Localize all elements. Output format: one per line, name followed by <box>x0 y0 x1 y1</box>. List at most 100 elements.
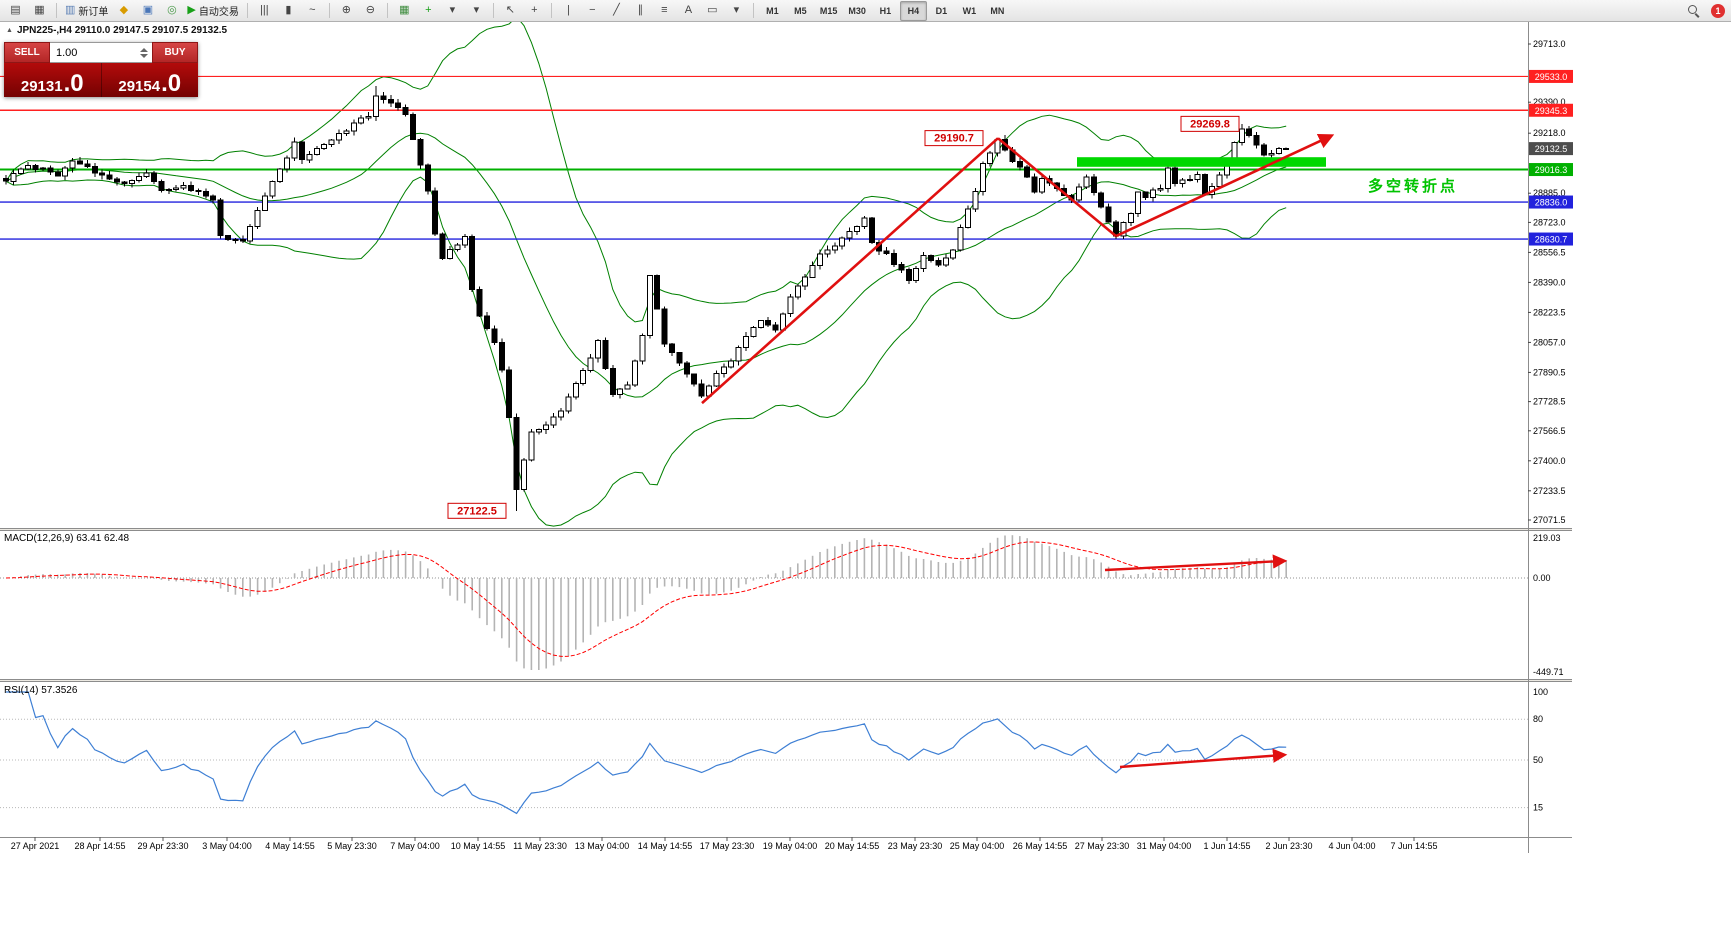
indicators-add-icon[interactable]: + <box>417 1 440 21</box>
timeframe-h4[interactable]: H4 <box>899 0 927 21</box>
price-callouts[interactable]: 29190.7 29269.8 27122.5 <box>447 115 1240 519</box>
arrows-tool-icon-glyph: ▾ <box>733 4 740 16</box>
svg-text:100: 100 <box>1533 687 1548 697</box>
support-zone-rect[interactable] <box>1077 157 1326 167</box>
timeframe-m5[interactable]: M5 <box>794 5 807 16</box>
notification-badge[interactable]: 1 <box>1711 3 1725 18</box>
cursor-icon-glyph: ↖ <box>505 4 515 16</box>
text-label-icon[interactable]: ▭ <box>701 1 724 21</box>
svg-text:25 May 04:00: 25 May 04:00 <box>950 841 1005 851</box>
trendlines[interactable] <box>701 133 1335 405</box>
svg-text:20 May 14:55: 20 May 14:55 <box>825 841 880 851</box>
mql5-market-icon[interactable]: ◆ <box>112 1 135 21</box>
arrows-tool-icon[interactable]: ▾ <box>725 1 748 21</box>
indicator-list-dropdown-icon[interactable]: ▾ <box>441 1 464 21</box>
trendline-icon[interactable]: ╱ <box>605 1 628 21</box>
profiles-icon[interactable]: ▤ <box>4 1 27 21</box>
indicator-list-dropdown-icon-glyph: ▾ <box>449 4 456 16</box>
rsi-indicator-label: RSI(14) 57.3526 <box>4 685 78 696</box>
sell-button[interactable]: SELL <box>4 42 50 63</box>
vertical-line-icon[interactable]: | <box>557 1 580 21</box>
equidistant-channel-icon[interactable]: ∥ <box>629 1 652 21</box>
bar-chart-type-icon[interactable]: ||| <box>253 1 276 21</box>
lot-decrease-icon[interactable] <box>140 53 148 58</box>
mql5-market-icon-glyph: ◆ <box>119 4 129 16</box>
toolbar: ▤ ▦ ▥ 新订单 ◆ ▣ ◎ ▶ 自动交易 ||| ▮ ~ ⊕ ⊖ ▦ + ▾ ▾ ↖ + | − ╱ ∥ ≡ A ▭ ▾ M1 M5 M… <box>0 0 1731 22</box>
crosshair-icon-glyph: + <box>531 4 538 16</box>
period-dropdown-icon[interactable]: ▾ <box>465 1 488 21</box>
timeframe-m30[interactable]: M30 <box>848 5 866 16</box>
svg-text:1 Jun 14:55: 1 Jun 14:55 <box>1203 841 1250 851</box>
chart-title-bar: ▲ JPN225-,H4 29110.0 29147.5 29107.5 291… <box>6 25 227 36</box>
zoom-out-icon-glyph: ⊖ <box>365 4 375 16</box>
fibonacci-icon[interactable]: ≡ <box>653 1 676 21</box>
candles <box>3 86 1290 511</box>
search-icon[interactable] <box>1682 1 1705 21</box>
toolbar-separator <box>328 3 330 18</box>
svg-text:29269.8: 29269.8 <box>1190 118 1230 130</box>
svg-text:27400.0: 27400.0 <box>1533 456 1566 466</box>
timeframe-d1[interactable]: D1 <box>935 5 948 16</box>
turning-point-annotation[interactable]: 多空转折点 <box>1368 178 1459 195</box>
toolbar-separator <box>246 3 248 18</box>
crosshair-icon[interactable]: + <box>523 1 546 21</box>
zoom-out-icon[interactable]: ⊖ <box>359 1 382 21</box>
toolbar-separator <box>56 3 57 18</box>
line-chart-type-icon-glyph: ~ <box>309 4 316 16</box>
svg-text:28723.0: 28723.0 <box>1533 217 1566 227</box>
tile-windows-icon-glyph: ▦ <box>399 4 410 16</box>
svg-text:27071.5: 27071.5 <box>1533 515 1566 525</box>
candlestick-chart-type-icon[interactable]: ▮ <box>277 1 300 21</box>
svg-text:13 May 04:00: 13 May 04:00 <box>575 841 630 851</box>
lot-stepper[interactable] <box>140 47 150 58</box>
svg-text:5 May 23:30: 5 May 23:30 <box>327 841 377 851</box>
toolbar-left: ▤ ▦ ▥ 新订单 ◆ ▣ ◎ ▶ 自动交易 ||| ▮ ~ ⊕ ⊖ ▦ + ▾ ▾ ↖ + | − ╱ ∥ ≡ A ▭ ▾ M1 M5 M… <box>4 0 1682 21</box>
time-axis: 27 Apr 2021 28 Apr 14:55 29 Apr 23:30 3 May… <box>11 837 1438 851</box>
svg-text:27728.5: 27728.5 <box>1533 397 1566 407</box>
macd-panel <box>0 535 1528 670</box>
horizontal-level-lines[interactable] <box>0 75 1528 240</box>
text-tool-icon[interactable]: A <box>677 1 700 21</box>
chart-window-icon[interactable]: ▦ <box>28 1 51 21</box>
svg-text:28836.0: 28836.0 <box>1535 198 1568 208</box>
autotrading-button[interactable]: ▶ 自动交易 <box>184 1 241 21</box>
svg-text:80: 80 <box>1533 714 1543 724</box>
svg-text:27 May 23:30: 27 May 23:30 <box>1075 841 1130 851</box>
svg-text:29016.3: 29016.3 <box>1535 165 1568 175</box>
timeframe-m15[interactable]: M15 <box>819 5 838 16</box>
buy-button[interactable]: BUY <box>152 42 198 63</box>
rsi-panel <box>0 691 1528 815</box>
lot-increase-icon[interactable] <box>140 47 148 52</box>
new-order-button[interactable]: ▥ 新订单 <box>62 1 111 21</box>
vertical-line-icon-glyph: | <box>566 4 570 16</box>
lot-size-field[interactable]: 1.00 <box>50 42 152 63</box>
tile-windows-icon[interactable]: ▦ <box>393 1 416 21</box>
svg-text:29533.0: 29533.0 <box>1535 72 1568 82</box>
timeframe-mn[interactable]: MN <box>990 5 1005 16</box>
timeframe-m1[interactable]: M1 <box>766 5 779 16</box>
svg-text:27 Apr 2021: 27 Apr 2021 <box>11 841 60 851</box>
buy-price[interactable]: 29154.0 <box>100 63 199 97</box>
data-window-icon[interactable]: ▣ <box>136 1 159 21</box>
timeframe-h1[interactable]: H1 <box>879 5 892 16</box>
lot-size-value[interactable]: 1.00 <box>56 46 78 59</box>
svg-text:27233.5: 27233.5 <box>1533 486 1566 496</box>
toolbar-right: 1 <box>1682 1 1727 21</box>
zoom-in-icon[interactable]: ⊕ <box>335 1 358 21</box>
autotrading-button-label: 自动交易 <box>198 7 239 18</box>
cursor-icon[interactable]: ↖ <box>499 1 522 21</box>
horizontal-line-icon[interactable]: − <box>581 1 604 21</box>
buy-price-main: 29154 <box>118 78 161 95</box>
navigator-icon[interactable]: ◎ <box>160 1 183 21</box>
buy-price-decimal: .0 <box>161 69 182 97</box>
indicator-trend-arrows[interactable] <box>1104 554 1288 769</box>
toolbar-separator <box>550 3 552 18</box>
line-chart-type-icon[interactable]: ~ <box>301 1 324 21</box>
svg-text:29218.0: 29218.0 <box>1533 128 1566 138</box>
svg-text:4 Jun 04:00: 4 Jun 04:00 <box>1328 841 1375 851</box>
svg-text:28 Apr 14:55: 28 Apr 14:55 <box>74 841 125 851</box>
chart-symbol-icon: ▲ <box>6 27 13 34</box>
sell-price[interactable]: 29131.0 <box>4 63 101 97</box>
timeframe-w1[interactable]: W1 <box>962 5 977 16</box>
zoom-in-icon-glyph: ⊕ <box>341 4 351 16</box>
